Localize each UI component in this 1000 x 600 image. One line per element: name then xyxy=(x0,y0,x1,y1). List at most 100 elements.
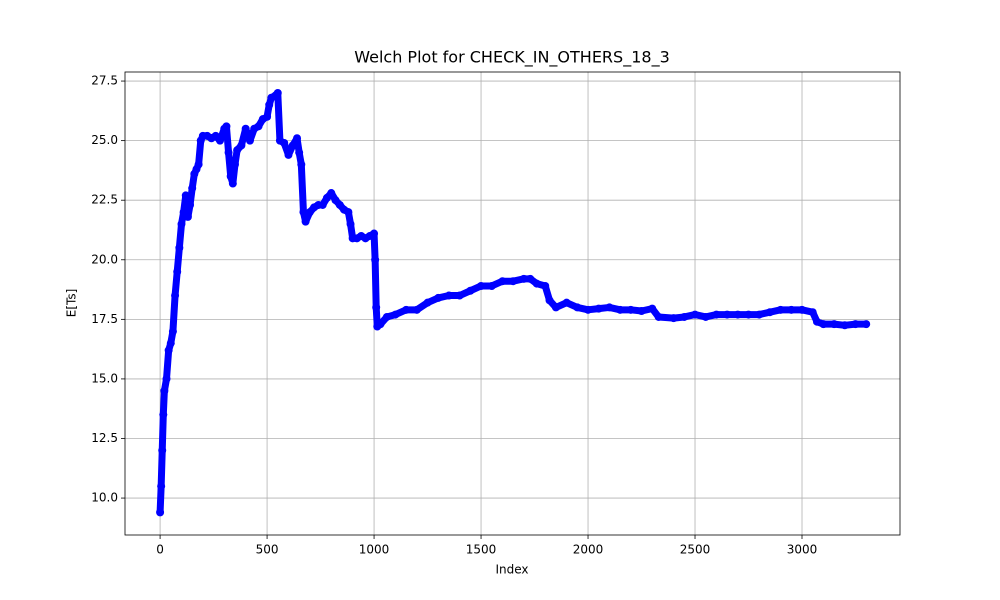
data-point xyxy=(526,274,535,283)
y-tick-label: 15.0 xyxy=(91,371,118,385)
data-point xyxy=(382,312,391,321)
data-point xyxy=(230,160,239,169)
data-point xyxy=(327,189,336,198)
data-point xyxy=(299,208,308,217)
data-point xyxy=(733,310,742,319)
y-tick-label: 27.5 xyxy=(91,74,118,88)
data-point xyxy=(160,386,169,395)
data-point xyxy=(545,296,554,305)
x-tick-label: 3000 xyxy=(787,543,818,557)
data-layer xyxy=(156,88,871,517)
data-point xyxy=(177,220,186,229)
data-point xyxy=(168,327,177,336)
x-axis-label: Index xyxy=(495,563,528,577)
data-point xyxy=(273,88,282,97)
data-point xyxy=(616,305,625,314)
data-point xyxy=(301,217,310,226)
y-tick-label: 12.5 xyxy=(91,431,118,445)
data-point xyxy=(216,136,225,145)
data-point xyxy=(164,346,173,355)
data-point xyxy=(371,255,380,264)
data-point xyxy=(402,305,411,314)
data-point xyxy=(288,141,297,150)
y-tick-label: 17.5 xyxy=(91,312,118,326)
y-tick-label: 25.0 xyxy=(91,133,118,147)
data-point xyxy=(691,310,700,319)
data-point xyxy=(171,291,180,300)
data-point xyxy=(498,277,507,286)
data-point xyxy=(156,508,165,517)
data-point xyxy=(487,281,496,290)
data-point xyxy=(159,410,168,419)
y-tick-label: 20.0 xyxy=(91,252,118,266)
y-tick-label: 22.5 xyxy=(91,193,118,207)
data-point xyxy=(226,172,235,181)
data-point xyxy=(594,304,603,313)
x-tick-label: 1500 xyxy=(466,543,497,557)
data-point xyxy=(293,134,302,143)
data-point xyxy=(346,220,355,229)
data-point xyxy=(173,267,182,276)
data-point xyxy=(254,122,263,131)
data-point xyxy=(263,112,272,121)
data-point xyxy=(862,320,871,329)
data-point xyxy=(158,446,167,455)
data-point xyxy=(573,303,582,312)
data-point xyxy=(166,339,175,348)
data-point xyxy=(241,124,250,133)
data-point xyxy=(519,274,528,283)
data-point xyxy=(162,374,171,383)
data-point xyxy=(157,482,166,491)
data-point xyxy=(584,305,593,314)
data-point xyxy=(466,286,475,295)
plot-frame xyxy=(124,71,901,536)
x-tick-label: 2500 xyxy=(680,543,711,557)
data-point xyxy=(370,229,379,238)
data-point xyxy=(723,310,732,319)
data-point xyxy=(423,298,432,307)
data-point xyxy=(648,304,657,313)
data-point xyxy=(224,148,233,157)
data-point xyxy=(228,179,237,188)
data-point xyxy=(194,160,203,169)
data-point xyxy=(245,136,254,145)
data-point xyxy=(776,305,785,314)
data-point xyxy=(744,310,753,319)
data-point xyxy=(840,321,849,330)
tick-layer: 0 500 1000 1500 2000 2500 3000 10.0 12.5 15.0 17.5… xyxy=(91,74,817,557)
data-point xyxy=(712,310,721,319)
data-point xyxy=(237,141,246,150)
x-tick-label: 1000 xyxy=(359,543,390,557)
data-point xyxy=(222,122,231,131)
data-point xyxy=(787,305,796,314)
data-point xyxy=(265,100,274,109)
data-point xyxy=(637,307,646,316)
data-point xyxy=(455,291,464,300)
data-point xyxy=(798,305,807,314)
data-point xyxy=(680,312,689,321)
data-point xyxy=(318,200,327,209)
data-point xyxy=(188,184,197,193)
data-point xyxy=(295,148,304,157)
data-point xyxy=(391,310,400,319)
y-axis-label: E[Ts] xyxy=(65,289,79,318)
data-point xyxy=(701,312,710,321)
data-point xyxy=(562,298,571,307)
data-point xyxy=(186,200,195,209)
data-point xyxy=(851,320,860,329)
data-point xyxy=(812,317,821,326)
data-point xyxy=(755,310,764,319)
data-point xyxy=(765,308,774,317)
grid-layer xyxy=(125,72,900,535)
data-point xyxy=(175,243,184,252)
data-point xyxy=(434,293,443,302)
data-point xyxy=(477,281,486,290)
x-tick-label: 2000 xyxy=(573,543,604,557)
x-tick-label: 500 xyxy=(256,543,279,557)
data-point xyxy=(509,277,518,286)
data-point xyxy=(181,191,190,200)
data-point xyxy=(551,303,560,312)
data-point xyxy=(372,303,381,312)
